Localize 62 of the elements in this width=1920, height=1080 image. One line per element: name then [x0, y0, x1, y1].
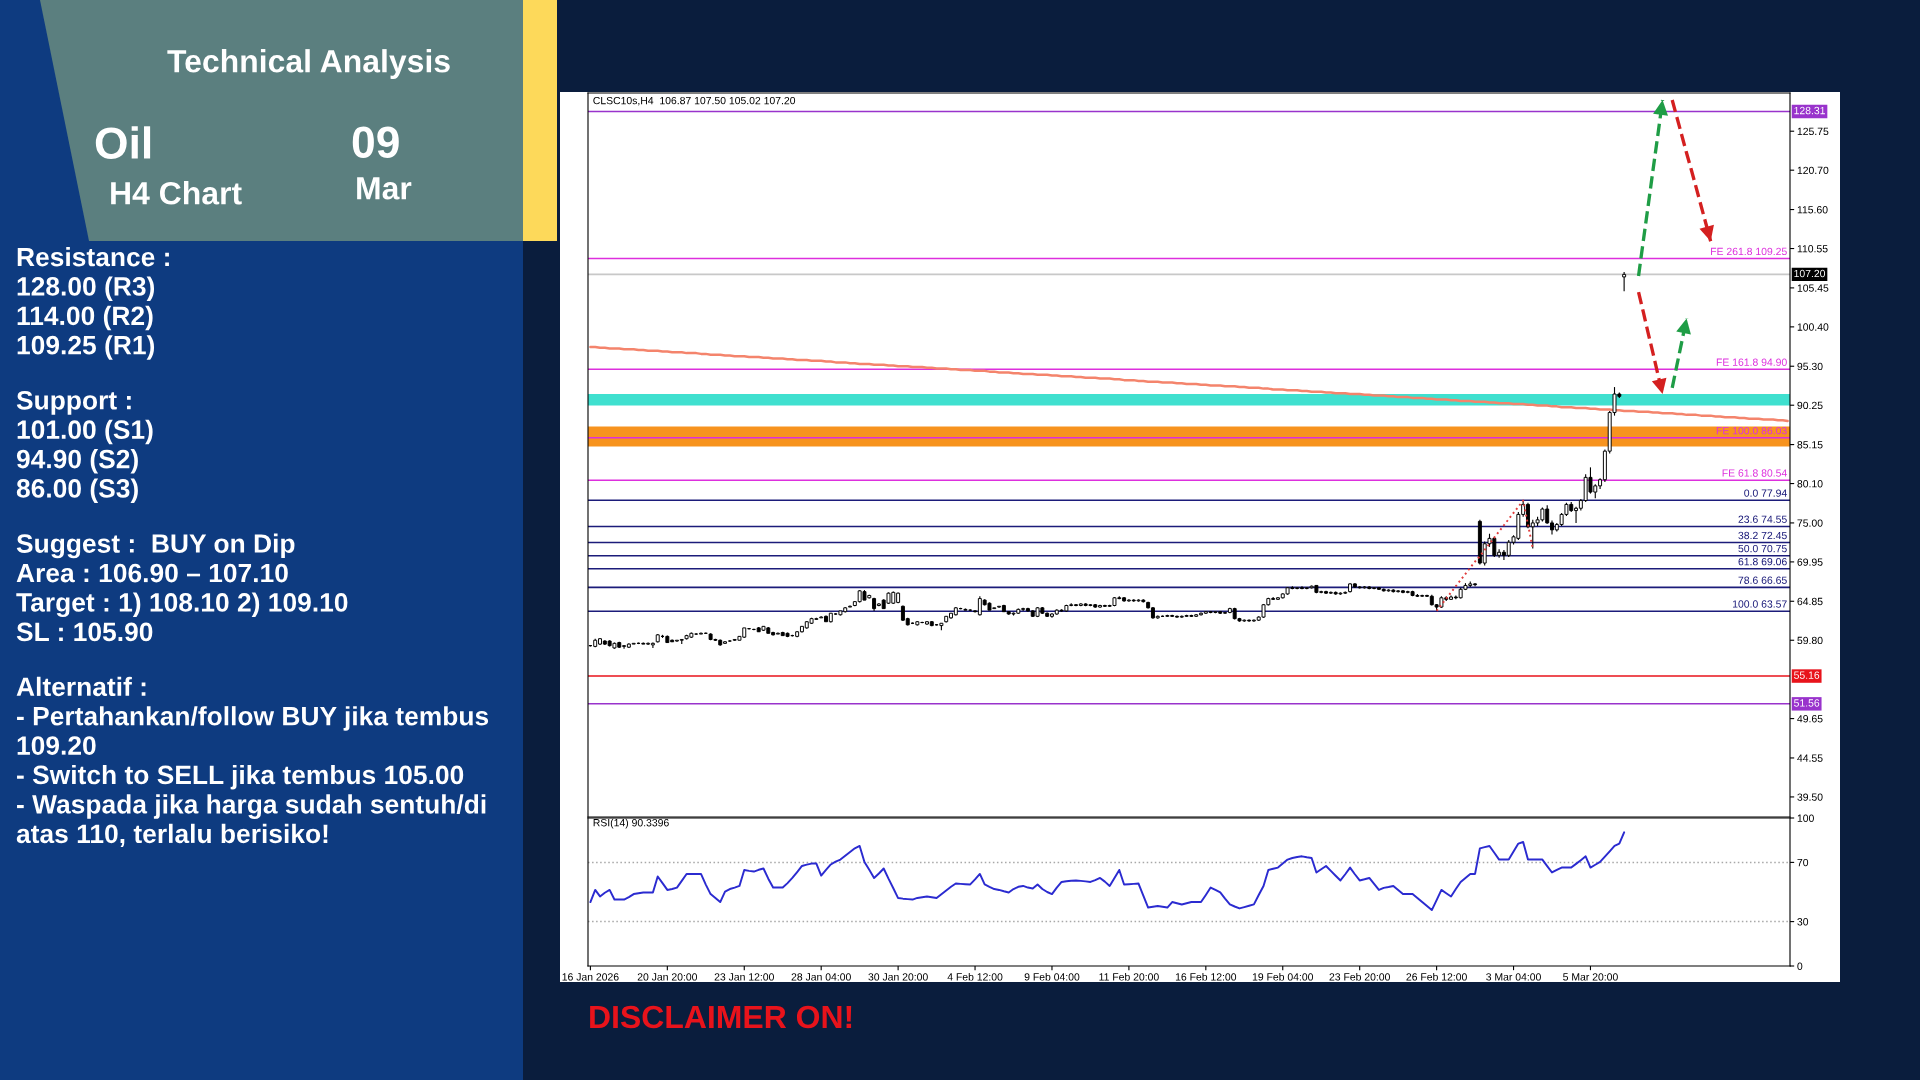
- ref-line-label: 61.8 69.06: [1738, 557, 1787, 566]
- x-tick-label: 28 Jan 04:00: [791, 973, 851, 981]
- text: Mar: [357, 177, 412, 200]
- chart-title: RSI(14) 90.3396: [593, 818, 669, 829]
- x-tick-label: 16 Jan 2026: [562, 973, 619, 981]
- y-tick-label: 39.50: [1797, 793, 1823, 801]
- ref-line-label: FE 100.0 86.03: [1716, 426, 1787, 435]
- y-tick-label: 90.25: [1797, 401, 1823, 410]
- ref-line-label: FE 61.8 80.54: [1722, 469, 1787, 477]
- ref-line-label: 55.16: [1794, 671, 1820, 679]
- x-tick-label: 4 Feb 12:00: [947, 972, 1003, 981]
- x-tick-label: 26 Feb 12:00: [1406, 972, 1467, 981]
- ref-line-label: 38.2 72.45: [1738, 531, 1787, 540]
- ref-line-label: 128.31: [1794, 106, 1825, 115]
- y-tick-label: 44.55: [1797, 754, 1823, 762]
- y-tick-label: 30: [1797, 918, 1809, 926]
- ref-line-label: 107.20: [1794, 269, 1826, 278]
- y-tick-label: 95.30: [1797, 362, 1823, 371]
- ref-line-label: 23.6 74.55: [1738, 515, 1787, 523]
- x-tick-label: 9 Feb 04:00: [1024, 972, 1080, 981]
- x-tick-label: 3 Mar 04:00: [1486, 973, 1541, 981]
- ref-line-label: 0.0 77.94: [1744, 489, 1787, 497]
- x-tick-label: 23 Jan 12:00: [714, 973, 774, 981]
- text: Support : 101.00 (S1) 94.90 (S2) 86.00 (S3): [16, 390, 153, 503]
- y-tick-label: 64.85: [1797, 597, 1823, 606]
- x-tick-label: 11 Feb 20:00: [1099, 972, 1159, 981]
- y-tick-label: 75.00: [1797, 519, 1823, 527]
- ref-line-label: FE 261.8 109.25: [1711, 247, 1787, 256]
- x-tick-label: 5 Mar 20:00: [1563, 973, 1618, 981]
- text: Resistance : 128.00 (R3) 114.00 (R2) 109.25 (R1): [17, 247, 169, 360]
- ref-line-label: 50.0 70.75: [1738, 544, 1787, 553]
- ref-line-label: FE 161.8 94.90: [1716, 358, 1787, 366]
- text: 09: [352, 126, 399, 158]
- text: Technical Analysis: [167, 49, 450, 79]
- y-tick-label: 105.45: [1797, 284, 1829, 292]
- y-tick-label: 110.55: [1797, 245, 1828, 253]
- text: H4 Chart: [111, 181, 242, 205]
- ref-line-label: 100.0 63.57: [1732, 600, 1787, 608]
- y-tick-label: 120.70: [1797, 166, 1829, 175]
- y-tick-label: 115.60: [1797, 206, 1828, 214]
- y-tick-label: 70: [1797, 858, 1809, 867]
- y-tick-label: 59.80: [1797, 636, 1823, 645]
- y-tick-label: 0: [1797, 962, 1803, 970]
- ref-line-label: 51.56: [1794, 699, 1820, 707]
- y-tick-label: 85.15: [1797, 441, 1823, 449]
- ref-line-label: 78.6 66.65: [1738, 576, 1787, 584]
- y-tick-label: 80.10: [1797, 480, 1823, 488]
- chart-title: CLSC10s,H4 106.87 107.50 105.02 107.20: [593, 96, 796, 106]
- y-tick-label: 69.95: [1797, 558, 1823, 566]
- x-tick-label: 20 Jan 20:00: [637, 973, 698, 981]
- text: Alternatif : - Pertahankan/follow BUY jika tembus 109.20 - Switch to SELL jika tembus 105.00 - Waspada jika harga sudah sentuh/di atas 110, terlalu berisiko!: [16, 676, 489, 847]
- text: Suggest : BUY on Dip Area : 106.90 – 107.10 Target : 1) 108.10 2) 109.10 SL : 105.90: [16, 533, 348, 642]
- x-tick-label: 30 Jan 20:00: [868, 973, 928, 981]
- text: Oil: [95, 126, 151, 159]
- y-tick-label: 49.65: [1797, 715, 1823, 723]
- y-tick-label: 100: [1797, 814, 1814, 822]
- x-tick-label: 19 Feb 04:00: [1252, 972, 1314, 981]
- x-tick-label: 16 Feb 12:00: [1175, 972, 1237, 981]
- y-tick-label: 125.75: [1797, 127, 1829, 136]
- y-tick-label: 100.40: [1797, 323, 1829, 331]
- text: DISCLAIMER ON!: [590, 1005, 852, 1029]
- x-tick-label: 23 Feb 20:00: [1329, 972, 1390, 981]
